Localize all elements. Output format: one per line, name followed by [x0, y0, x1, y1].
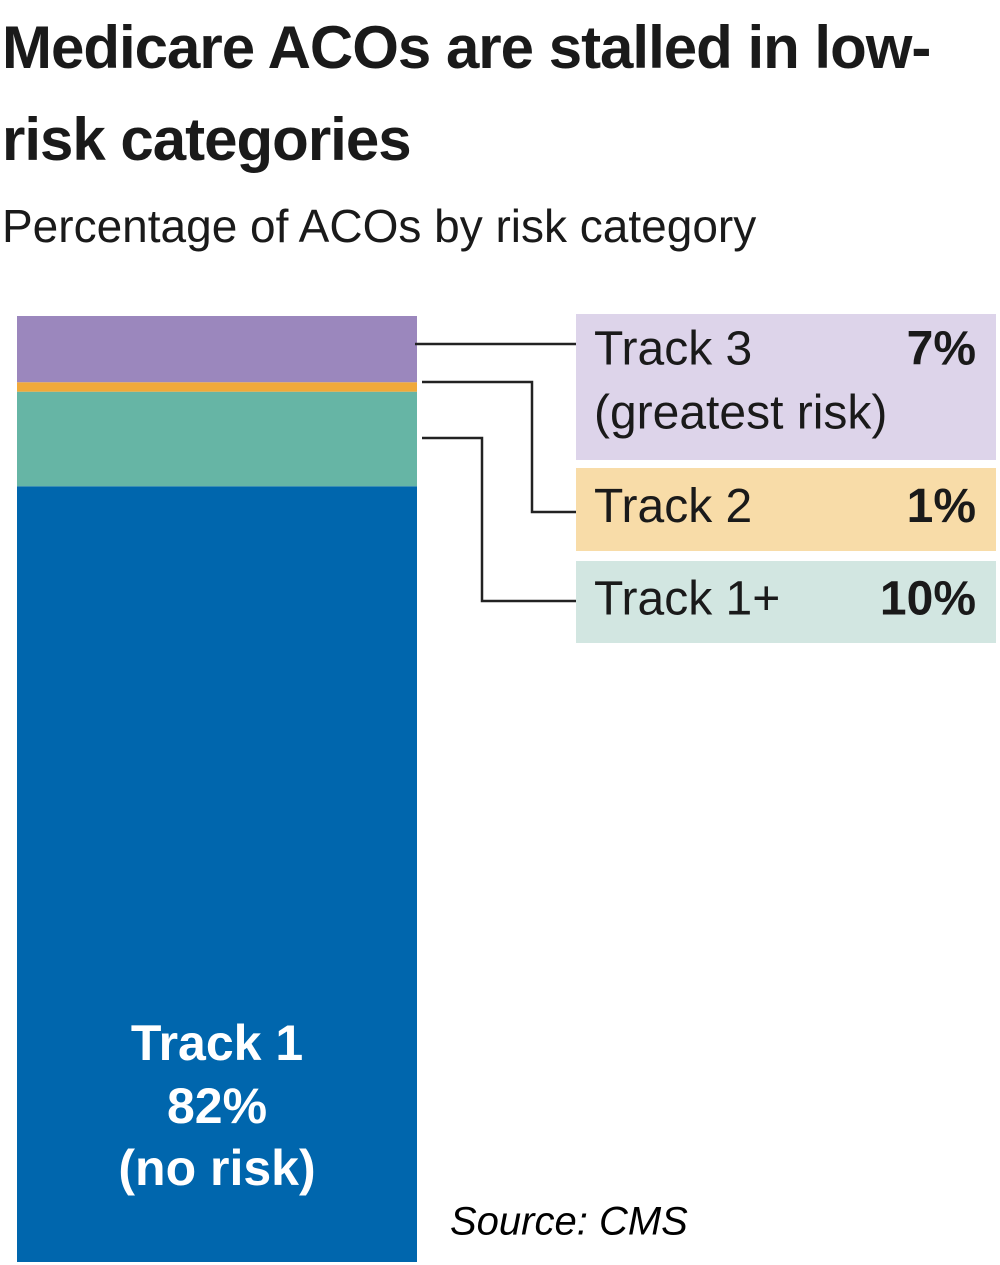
segment-description: (no risk): [118, 1140, 315, 1196]
leader-line: [422, 380, 576, 514]
legend-label: Track 2: [594, 480, 752, 533]
bar-segment: [17, 391, 417, 487]
legend-label: Track 1+: [594, 573, 780, 626]
label-box: [576, 561, 996, 643]
leader-line: [422, 436, 576, 603]
chart-title: Medicare ACOs are stalled in low-risk ca…: [2, 14, 931, 173]
value-label: 1%: [907, 480, 976, 533]
source: Source: CMS: [450, 1200, 688, 1244]
chart-subtitle: Percentage of ACOs by risk category: [2, 200, 757, 252]
value-label: 7%: [907, 323, 976, 376]
bar-segment: [17, 316, 417, 383]
bar-segment: [17, 486, 417, 1262]
label-box: [576, 468, 996, 551]
label-box: [576, 314, 996, 460]
value-label: 10%: [880, 573, 976, 626]
value-label: 82%: [167, 1078, 267, 1134]
legend-label: Track 3: [594, 323, 752, 376]
bar-segment: [17, 382, 417, 392]
legend-description: (greatest risk): [594, 387, 887, 440]
segment-label: Track 1: [131, 1015, 303, 1071]
